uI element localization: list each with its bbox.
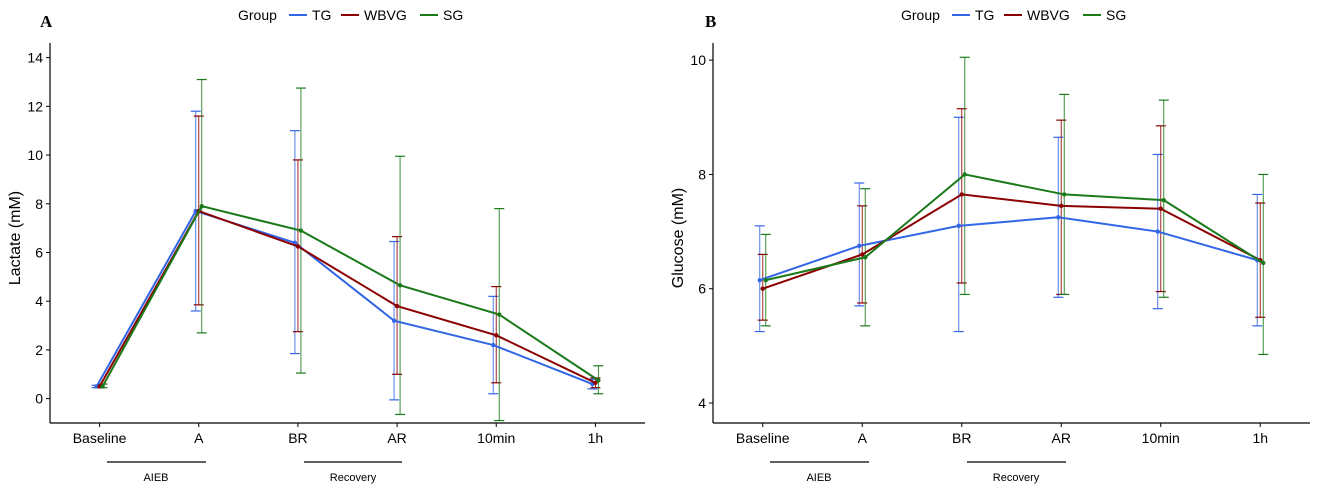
x-tick-label: AR	[387, 430, 406, 446]
data-point-wbvg	[295, 244, 301, 249]
x-tick-label: BR	[288, 430, 307, 446]
legend-label-sg: SG	[443, 7, 463, 23]
x-tick-label: 1h	[588, 430, 604, 446]
legend-title: Group	[238, 7, 277, 23]
data-point-wbvg	[959, 192, 964, 197]
bracket-label-recovery: Recovery	[993, 472, 1040, 484]
series-sg	[760, 56, 1269, 356]
panel-label: A	[40, 12, 53, 31]
y-tick-label: 8	[35, 196, 43, 212]
data-point-tg	[857, 243, 862, 249]
x-tick-label: A	[194, 430, 204, 446]
y-tick-label: 0	[35, 391, 43, 407]
data-point-sg	[298, 228, 304, 233]
bracket-label-aieb: AIEB	[143, 472, 168, 484]
y-tick-label: 6	[698, 281, 706, 297]
legend: Group TG WBVG SG	[238, 7, 463, 23]
series-line-wbvg	[98, 209, 596, 387]
data-point-tg	[391, 318, 397, 323]
x-tick-label: 10min	[477, 430, 515, 446]
y-tick-label: 10	[690, 52, 706, 68]
bracket-label-recovery: Recovery	[330, 472, 377, 484]
x-tick-label: Baseline	[736, 430, 790, 446]
series-line-wbvg	[762, 193, 1261, 290]
data-point-sg	[199, 204, 204, 209]
data-point-tg	[757, 277, 762, 283]
data-point-tg	[292, 240, 298, 245]
legend-title: Group	[901, 7, 940, 23]
series-wbvg	[757, 108, 1266, 321]
legend-label-tg: TG	[975, 7, 994, 23]
x-tick-label: Baseline	[73, 430, 127, 446]
x-tick-label: A	[858, 430, 868, 446]
series-tg	[754, 116, 1263, 333]
data-point-tg	[1155, 229, 1160, 234]
data-point-sg	[100, 384, 105, 389]
y-tick-label: 8	[698, 166, 706, 182]
y-tick-label: 4	[35, 293, 43, 309]
series-line-sg	[101, 205, 599, 387]
legend-label-sg: SG	[1106, 7, 1126, 23]
data-point-sg	[863, 255, 868, 260]
panel-label: B	[705, 12, 716, 31]
data-point-sg	[596, 378, 601, 383]
y-tick-label: 2	[35, 342, 43, 358]
x-tick-label: 10min	[1142, 430, 1180, 446]
brackets: AIEB Recovery	[770, 461, 1066, 484]
data-point-sg	[763, 277, 768, 283]
legend: Group TG WBVG SG	[901, 7, 1126, 23]
legend-label-wbvg: WBVG	[1027, 7, 1070, 23]
data-point-tg	[956, 223, 961, 229]
series-line-tg	[759, 216, 1258, 282]
y-tick-label: 4	[698, 395, 706, 411]
data-point-wbvg	[860, 252, 865, 257]
series-wbvg	[94, 115, 601, 389]
legend-label-tg: TG	[312, 7, 331, 23]
data-point-sg	[497, 312, 502, 317]
bracket-label-aieb: AIEB	[806, 472, 831, 484]
data-point-sg	[962, 172, 967, 177]
y-axis-title: Lactate (mM)	[7, 191, 24, 285]
data-point-wbvg	[1059, 203, 1064, 209]
data-point-sg	[397, 283, 403, 288]
data-point-sg	[1261, 260, 1266, 266]
data-point-sg	[1062, 192, 1067, 197]
brackets: AIEB Recovery	[107, 461, 402, 484]
data-point-wbvg	[394, 303, 400, 309]
y-tick-label: 6	[35, 244, 43, 260]
x-tick-label: AR	[1052, 430, 1071, 446]
data-point-wbvg	[760, 286, 765, 291]
y-tick-label: 12	[27, 98, 43, 114]
data-point-tg	[491, 342, 496, 348]
series-line-sg	[765, 173, 1264, 282]
data-point-wbvg	[494, 333, 499, 338]
data-point-wbvg	[593, 380, 598, 386]
x-tick-label: BR	[952, 430, 971, 446]
legend-label-wbvg: WBVG	[364, 7, 407, 23]
y-axis-title: Glucose (mM)	[670, 188, 687, 288]
x-tick-label: 1h	[1252, 430, 1268, 446]
data-point-sg	[1161, 197, 1166, 203]
glucose-chart-panel: B Group TG WBVG SG Glucose (mM) AIEB Rec…	[670, 7, 1310, 484]
data-point-tg	[1056, 215, 1061, 220]
y-tick-label: 10	[27, 147, 43, 163]
series-line-tg	[95, 209, 593, 387]
y-tick-label: 14	[27, 50, 43, 66]
data-point-wbvg	[1158, 206, 1163, 211]
lactate-chart-panel: A Group TG WBVG SG Lactate (mM) AIEB Rec…	[7, 7, 645, 484]
